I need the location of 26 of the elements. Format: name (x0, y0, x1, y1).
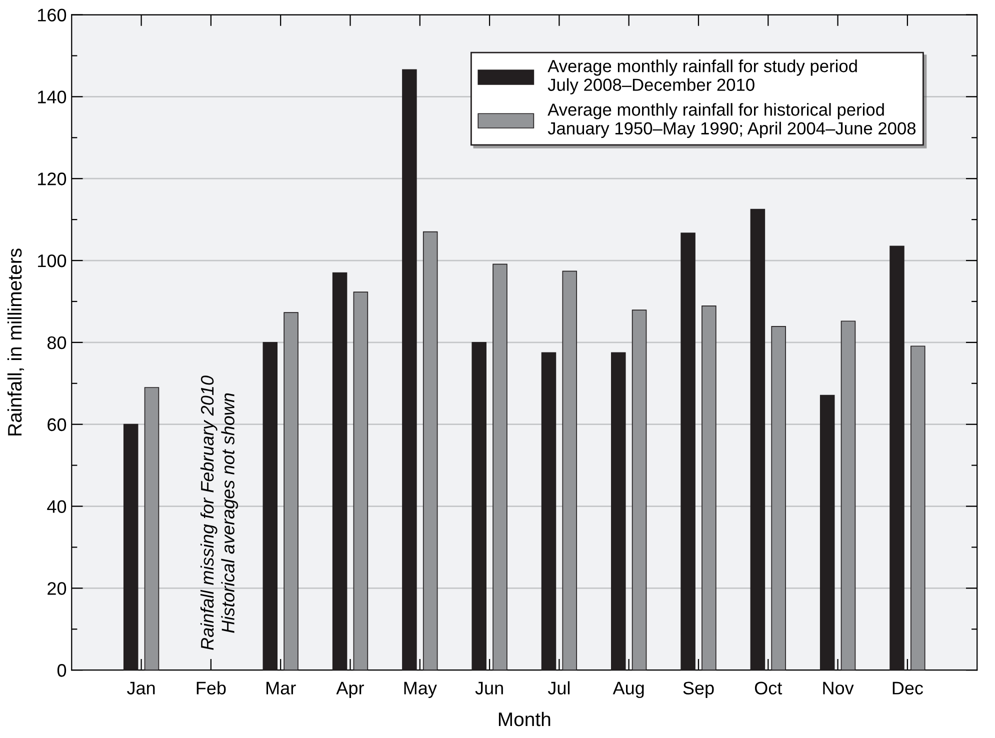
x-tick-label: Sep (683, 682, 714, 698)
x-tick-label: Jan (127, 682, 155, 694)
legend-label: Average monthly rainfall for study period July 2008–December 2010 (548, 60, 857, 94)
x-tick-label: Oct (754, 682, 782, 694)
x-tick-label: Nov (823, 682, 854, 694)
y-tick-label: 160 (38, 8, 66, 22)
y-tick-label: 60 (48, 418, 66, 432)
x-tick-label: May (404, 682, 437, 698)
y-tick-label: 100 (38, 254, 66, 268)
x-tick-label: Mar (266, 682, 296, 694)
x-tick-label: Jul (548, 681, 570, 694)
x-tick-label: Aug (612, 682, 644, 698)
x-tick-label: Apr (336, 682, 364, 698)
annotation: Rainfall missing for February 2010 Historical averages not shown (200, 376, 238, 650)
y-tick-label: 20 (48, 582, 66, 595)
y-tick-label: 0 (57, 664, 66, 677)
y-tick-label: 80 (47, 336, 66, 350)
x-tick-label: Dec (892, 682, 924, 694)
x-axis-title: Month (498, 712, 550, 726)
y-tick-label: 140 (38, 90, 66, 104)
y-tick-label: 120 (38, 172, 66, 186)
legend-label: Average monthly rainfall for historical period January 1950–May 1990; April 2004–June 2008 (548, 103, 916, 138)
y-tick-label: 40 (47, 500, 66, 513)
x-tick-label: Jun (475, 682, 503, 694)
y-axis-title: Rainfall, in millimeters (7, 248, 24, 436)
x-tick-label: Feb (196, 681, 226, 694)
